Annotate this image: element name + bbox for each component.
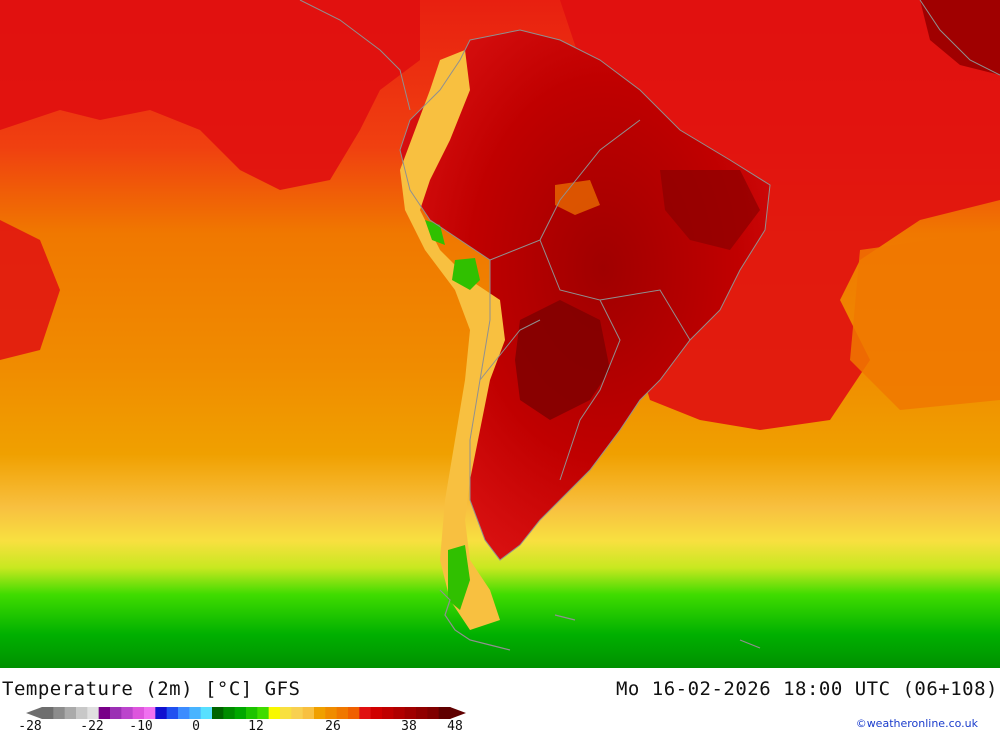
patagonia-green	[448, 545, 470, 610]
legend-tick: -28	[18, 719, 42, 734]
map-title: Temperature (2m) [°C] GFS	[2, 678, 301, 700]
legend-tick: 26	[325, 719, 341, 734]
legend-swatch	[132, 707, 145, 719]
legend-swatch	[87, 707, 100, 719]
legend-swatch	[257, 707, 270, 719]
legend-swatch	[325, 707, 338, 719]
legend-swatch	[246, 707, 258, 719]
legend-tick: 12	[248, 719, 264, 734]
extreme-core	[515, 300, 610, 420]
islands	[439, 589, 761, 651]
legend-swatch	[178, 707, 190, 719]
legend-swatch	[223, 707, 236, 719]
legend-swatch	[268, 707, 281, 719]
temperature-map	[0, 0, 1000, 668]
pacific-hot-band	[0, 0, 420, 190]
credit-link[interactable]: ©weatheronline.co.uk	[855, 717, 978, 730]
legend-swatch	[76, 707, 88, 719]
legend-swatch	[166, 707, 179, 719]
legend-swatch	[314, 707, 326, 719]
legend-swatch	[370, 707, 383, 719]
legend-swatch	[382, 707, 394, 719]
legend-swatch	[110, 707, 122, 719]
legend-swatch	[416, 707, 428, 719]
interior-warm-patch	[555, 180, 600, 215]
color-legend	[26, 707, 466, 719]
africa-corner	[920, 0, 1000, 75]
valid-time: Mo 16-02-2026 18:00 UTC (06+108)	[615, 678, 998, 700]
andes-cool-strip	[400, 50, 505, 630]
legend-swatch	[42, 707, 54, 719]
legend-swatch	[212, 707, 224, 719]
legend-swatch	[348, 707, 360, 719]
legend-arrow-right	[450, 707, 466, 719]
borders	[299, 0, 1000, 561]
legend-tick: 48	[447, 719, 463, 734]
andes-green-1	[452, 258, 480, 290]
legend-swatch	[302, 707, 315, 719]
footer: Temperature (2m) [°C] GFS Mo 16-02-2026 …	[0, 668, 1000, 734]
legend-swatch	[121, 707, 134, 719]
legend-tick: 0	[192, 719, 200, 734]
continent-hot	[400, 30, 770, 560]
legend-swatch	[438, 707, 451, 719]
legend-tick: 38	[401, 719, 417, 734]
legend-swatch	[336, 707, 349, 719]
legend-swatch	[98, 707, 111, 719]
legend-swatch	[189, 707, 202, 719]
legend-swatch	[64, 707, 77, 719]
legend-swatch	[234, 707, 247, 719]
legend-swatch	[427, 707, 440, 719]
legend-arrow-left	[26, 707, 42, 719]
legend-swatch	[155, 707, 168, 719]
legend-tick: -22	[80, 719, 104, 734]
legend-swatch	[393, 707, 406, 719]
legend-swatch	[404, 707, 417, 719]
legend-tick: -10	[129, 719, 153, 734]
legend-swatch	[200, 707, 213, 719]
legend-swatch	[359, 707, 372, 719]
atlantic-warm-patch	[850, 230, 1000, 410]
legend-swatch	[53, 707, 66, 719]
legend-swatch	[144, 707, 156, 719]
northeast-extreme	[660, 170, 760, 250]
legend-swatch	[280, 707, 292, 719]
legend-swatch	[291, 707, 304, 719]
pacific-hot-patch	[0, 220, 60, 360]
